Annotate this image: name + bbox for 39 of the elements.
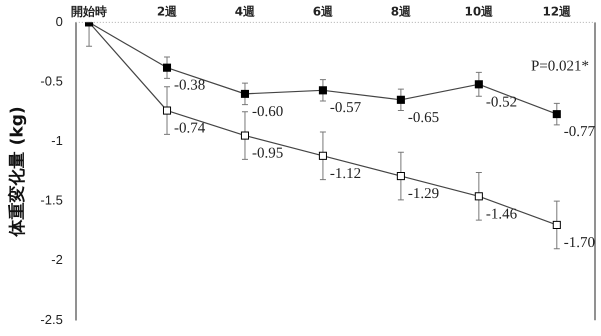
x-tick-label: 6週: [312, 4, 334, 18]
data-label: -0.57: [330, 100, 362, 116]
y-tick-label: -1: [51, 133, 63, 148]
x-tick-label: 10週: [464, 4, 494, 18]
point: [240, 132, 250, 140]
y-tick-label: -0.5: [40, 74, 63, 89]
data-label: -0.52: [486, 94, 518, 110]
point: [318, 152, 327, 160]
x-tick-label: 8週: [390, 4, 412, 18]
data-label: -0.77: [564, 124, 596, 140]
point: [552, 220, 561, 229]
data-label: -0.74: [174, 120, 206, 136]
data-label: -0.38: [174, 78, 206, 94]
point: [396, 172, 405, 180]
point: [240, 90, 250, 98]
y-tick-label: -1.5: [40, 192, 63, 208]
data-label: -0.60: [252, 104, 284, 120]
y-axis-title: 体重変化量 (kg): [8, 106, 28, 238]
y-tick-label: 0: [56, 14, 63, 29]
point: [396, 96, 405, 104]
point: [162, 64, 172, 72]
x-tick-label: 2週: [156, 4, 178, 18]
point: [552, 110, 561, 118]
point: [318, 86, 327, 94]
data-label: -1.12: [330, 166, 362, 182]
point: [162, 106, 172, 115]
data-label: -1.70: [564, 234, 596, 251]
y-tick-label: -2.5: [40, 312, 63, 327]
point: [474, 80, 483, 88]
data-label: -1.46: [486, 206, 518, 222]
y-tick-label: -2: [51, 252, 63, 268]
data-label: -0.95: [252, 146, 284, 162]
data-label: -0.65: [408, 110, 440, 126]
point: [474, 192, 483, 200]
x-tick-label: 4週: [234, 4, 256, 18]
x-tick-label: 開始時: [71, 4, 108, 18]
annotation: P=0.021*: [530, 58, 589, 74]
x-tick-label: 12週: [542, 4, 572, 18]
data-label: -1.29: [408, 186, 440, 202]
